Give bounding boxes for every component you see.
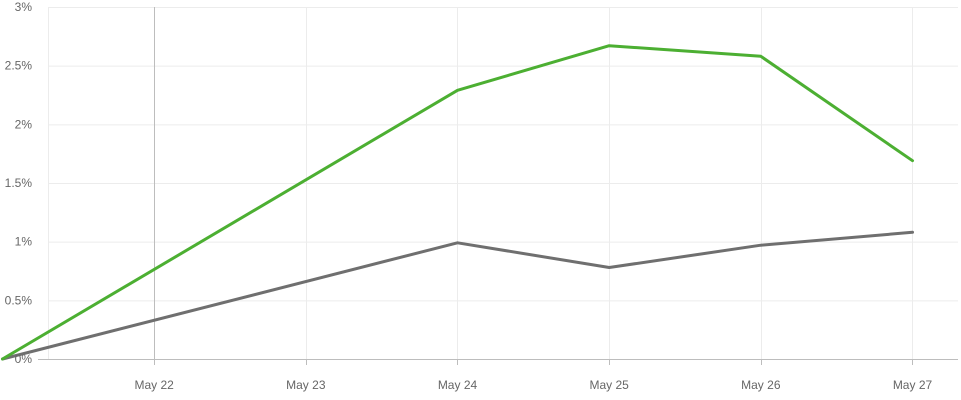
x-tick-label: May 24 bbox=[438, 378, 478, 392]
x-tick-label: May 26 bbox=[741, 378, 781, 392]
x-tick-label: May 25 bbox=[589, 378, 629, 392]
y-tick-label: 0.5% bbox=[5, 293, 33, 307]
y-tick-label: 3% bbox=[15, 0, 33, 14]
series-line-2 bbox=[1, 230, 914, 361]
y-tick-label: 0% bbox=[15, 352, 33, 366]
y-tick-label: 1.5% bbox=[5, 176, 33, 190]
x-tick-label: May 27 bbox=[893, 378, 933, 392]
tick-labels: 0% 0.5% 1% 1.5% 2% 2.5% 3% May 22 May 23 May 24 Ma… bbox=[5, 0, 933, 392]
gridlines bbox=[48, 7, 958, 359]
x-tick-label: May 22 bbox=[134, 378, 174, 392]
y-tick-label: 2% bbox=[15, 117, 33, 131]
series-lines bbox=[1, 44, 914, 361]
x-tick-label: May 23 bbox=[286, 378, 326, 392]
y-tick-label: 1% bbox=[15, 235, 33, 249]
series-line-1 bbox=[1, 44, 914, 361]
axes bbox=[38, 359, 958, 365]
y-tick-label: 2.5% bbox=[5, 59, 33, 73]
